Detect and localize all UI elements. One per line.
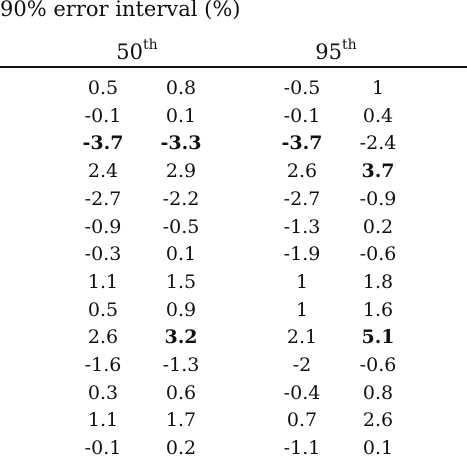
table-row: -2.7 -2.2 -2.7 -0.9 xyxy=(0,185,467,213)
column-group-50th-sup: th xyxy=(143,37,158,53)
table-cell-95th-col-b: 1 xyxy=(371,77,385,99)
table-row: 2.4 2.9 2.6 3.7 xyxy=(0,157,467,185)
table-row: 0.3 0.6 -0.4 0.8 xyxy=(0,379,467,407)
column-group-95th-base: 95 xyxy=(315,40,343,64)
header-rule xyxy=(0,66,467,68)
table-cell-50th-col-a: 2.4 xyxy=(87,160,119,183)
table-cell-50th-col-a: -3.7 xyxy=(82,132,124,155)
table-cell-95th-col-a: 2.1 xyxy=(286,326,318,349)
table-cell-95th-col-a: 2.6 xyxy=(286,160,318,183)
table-title: 90% error interval (%) xyxy=(0,0,241,21)
column-group-95th-sup: th xyxy=(342,37,357,53)
table-cell-50th-col-b: 0.8 xyxy=(165,77,197,99)
table-cell-95th-col-a: -3.7 xyxy=(281,132,323,155)
table-row: -0.1 0.2 -1.1 0.1 xyxy=(0,434,467,462)
table-cell-95th-col-b: 1.6 xyxy=(362,298,394,321)
table-cell-95th-col-b: -0.6 xyxy=(359,243,397,266)
table-cell-95th-col-b: 2.6 xyxy=(362,409,394,432)
table-cell-50th-col-b: 1.7 xyxy=(165,409,197,432)
column-group-50th-base: 50 xyxy=(116,40,144,64)
table-cell-95th-col-b: 0.4 xyxy=(362,104,394,127)
table-cell-50th-col-a: -0.1 xyxy=(84,437,122,460)
table-cell-50th-col-a: 2.6 xyxy=(87,326,119,349)
table-row: -0.9 -0.5 -1.3 0.2 xyxy=(0,213,467,241)
table-row: 0.5 0.9 1 1.6 xyxy=(0,296,467,324)
table-row: -0.1 0.1 -0.1 0.4 xyxy=(0,102,467,130)
table-cell-50th-col-a: 0.5 xyxy=(87,298,119,321)
table-cell-95th-col-a: 0.7 xyxy=(286,409,318,432)
table-cell-95th-col-b: 0.1 xyxy=(362,437,394,460)
table-cell-50th-col-b: 0.6 xyxy=(165,381,197,404)
table-cell-95th-col-b: 3.7 xyxy=(361,160,395,183)
table-cell-95th-col-b: 1.8 xyxy=(362,270,394,293)
table-cell-95th-col-b: -0.6 xyxy=(359,354,397,376)
table-cell-95th-col-a: 1 xyxy=(295,270,309,293)
table-cell-50th-col-b: 0.9 xyxy=(165,298,197,321)
table-cell-50th-col-b: -1.3 xyxy=(162,354,200,376)
table-cell-95th-col-b: 0.2 xyxy=(362,215,394,238)
table-cell-50th-col-a: 0.5 xyxy=(87,77,119,99)
table-cell-95th-col-a: -0.1 xyxy=(283,104,321,127)
table-row: -0.3 0.1 -1.9 -0.6 xyxy=(0,240,467,268)
table-cell-95th-col-a: -2.7 xyxy=(283,187,321,210)
table-cell-95th-col-a: -1.9 xyxy=(283,243,321,266)
column-group-50th: 50th xyxy=(116,34,157,65)
table-cell-50th-col-a: -0.3 xyxy=(84,243,122,266)
table-cell-50th-col-b: 0.1 xyxy=(165,104,197,127)
table-cell-50th-col-a: -2.7 xyxy=(84,187,122,210)
table-cell-50th-col-b: 0.1 xyxy=(165,243,197,266)
table-cell-50th-col-b: 1.5 xyxy=(165,270,197,293)
table-cell-95th-col-b: 0.8 xyxy=(362,381,394,404)
column-group-95th: 95th xyxy=(315,34,356,65)
table-cell-50th-col-b: -3.3 xyxy=(160,132,202,155)
table-row: 0.5 0.8 -0.5 1 xyxy=(0,74,467,102)
table-cell-50th-col-a: -0.9 xyxy=(84,215,122,238)
table-row: -3.7 -3.3 -3.7 -2.4 xyxy=(0,129,467,157)
table-cell-95th-col-a: -0.4 xyxy=(283,381,321,404)
table-row: -1.6 -1.3 -2 -0.6 xyxy=(0,351,467,379)
table-cell-50th-col-b: 2.9 xyxy=(165,160,197,183)
table-cell-50th-col-a: 1.1 xyxy=(87,270,119,293)
table-cell-50th-col-b: 3.2 xyxy=(164,326,198,349)
table-cell-95th-col-a: 1 xyxy=(295,298,309,321)
table-row: 1.1 1.7 0.7 2.6 xyxy=(0,406,467,434)
table-cell-50th-col-a: 1.1 xyxy=(87,409,119,432)
table-row: 2.6 3.2 2.1 5.1 xyxy=(0,323,467,351)
table-cell-50th-col-a: 0.3 xyxy=(87,381,119,404)
table-cell-50th-col-a: -0.1 xyxy=(84,104,122,127)
table-cell-95th-col-a: -0.5 xyxy=(283,77,321,99)
table-cell-50th-col-b: -2.2 xyxy=(162,187,200,210)
table-cell-50th-col-b: 0.2 xyxy=(165,437,197,460)
table-cell-95th-col-a: -2 xyxy=(292,354,312,376)
table-cell-50th-col-b: -0.5 xyxy=(162,215,200,238)
table-cell-95th-col-a: -1.1 xyxy=(283,437,321,460)
table-cell-95th-col-b: -0.9 xyxy=(359,187,397,210)
table-cell-95th-col-a: -1.3 xyxy=(283,215,321,238)
table-cell-50th-col-a: -1.6 xyxy=(84,354,122,376)
table-row: 1.1 1.5 1 1.8 xyxy=(0,268,467,296)
table-cell-95th-col-b: -2.4 xyxy=(359,132,397,155)
table-cell-95th-col-b: 5.1 xyxy=(361,326,395,349)
